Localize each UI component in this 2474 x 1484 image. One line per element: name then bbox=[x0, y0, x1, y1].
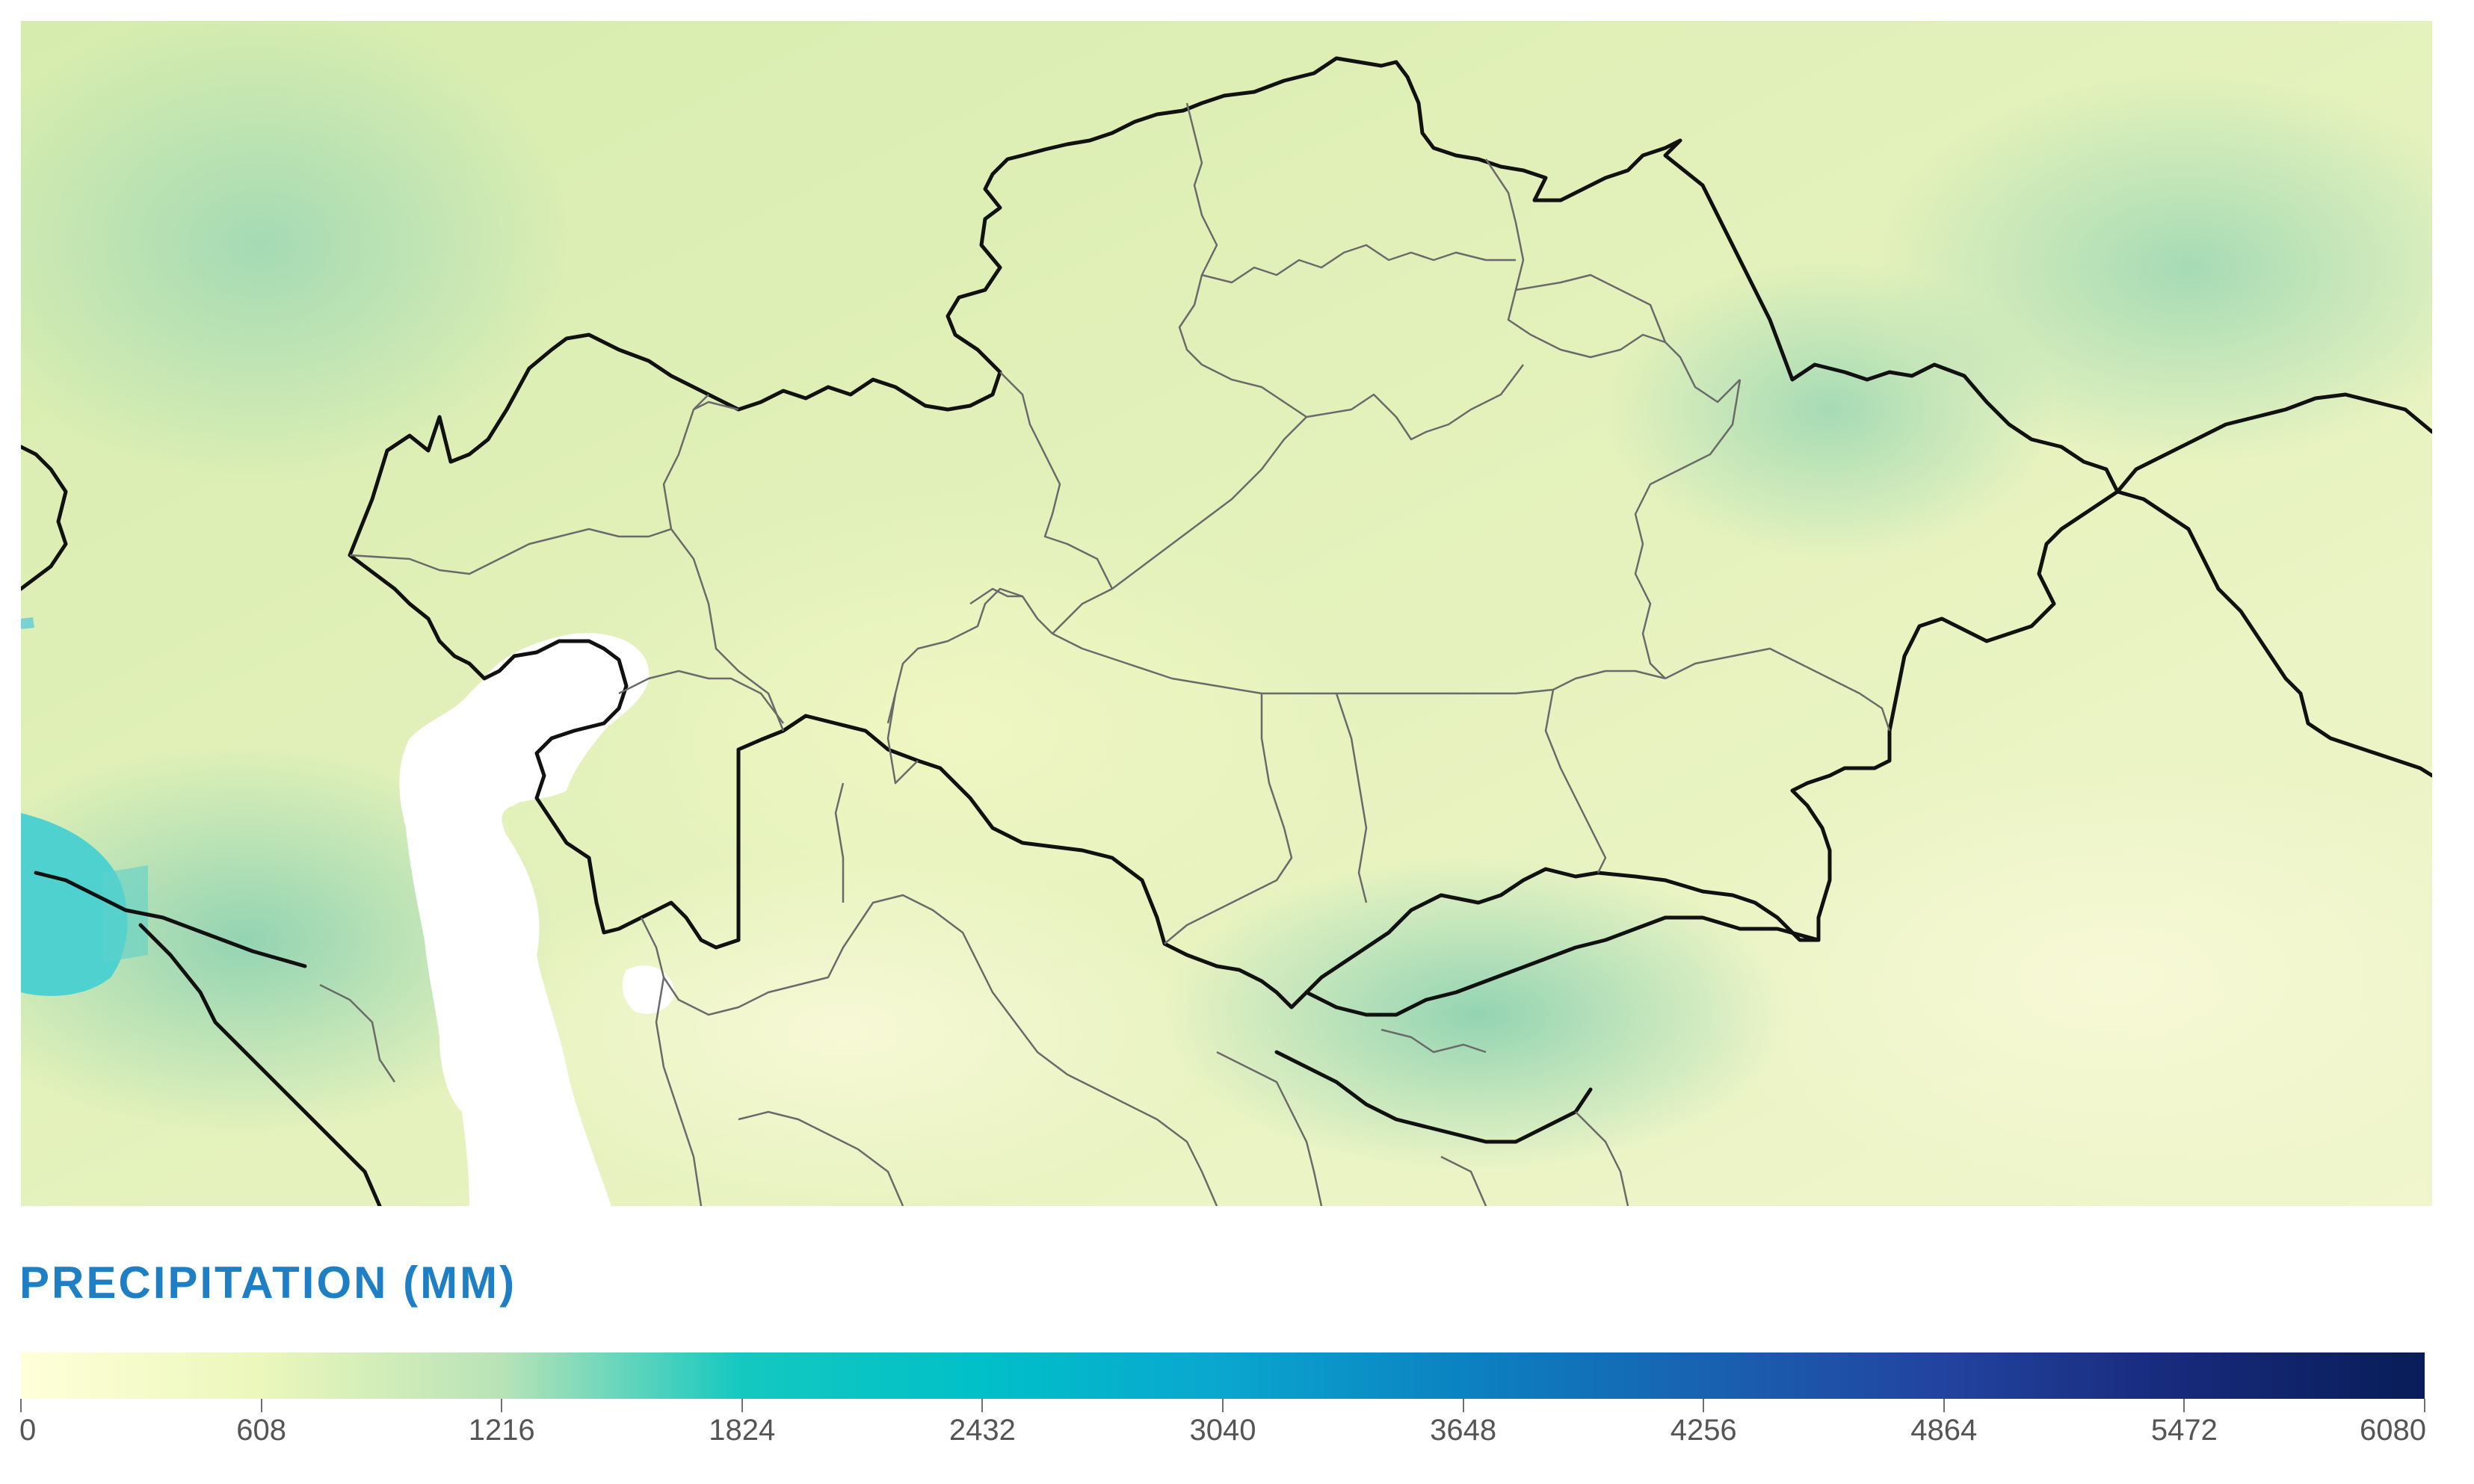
region-border-14 bbox=[1515, 273, 1667, 343]
black-sea-coast-shading bbox=[103, 865, 148, 962]
region-border-5 bbox=[693, 401, 739, 411]
region-border-27 bbox=[738, 1110, 904, 1206]
legend-tick-label: 1216 bbox=[468, 1414, 535, 1447]
caucasus-border bbox=[34, 871, 307, 968]
precipitation-color-scale bbox=[21, 1352, 2425, 1399]
legend-tick-label: 4864 bbox=[1910, 1414, 1978, 1447]
region-border-26 bbox=[655, 977, 703, 1206]
kazakhstan-border bbox=[348, 56, 2120, 1010]
legend-tick-label: 0 bbox=[19, 1414, 37, 1447]
caucasus-inner-border bbox=[138, 923, 382, 1206]
region-border-18 bbox=[1552, 670, 1666, 691]
region-border-10 bbox=[1111, 416, 1307, 590]
region-border-8 bbox=[886, 587, 1053, 724]
national-borders bbox=[21, 56, 2432, 1206]
region-border-12 bbox=[1201, 244, 1516, 284]
region-border-11 bbox=[1178, 102, 1307, 418]
legend-tick-label: 608 bbox=[236, 1414, 286, 1447]
legend-tick-mark bbox=[2183, 1399, 2185, 1412]
legend-tick-label: 6080 bbox=[2360, 1414, 2426, 1447]
china-west-border bbox=[2115, 489, 2432, 778]
legend-tick-label: 2432 bbox=[948, 1414, 1016, 1447]
region-border-30 bbox=[1216, 1051, 1323, 1206]
wet-area-east-mountains bbox=[1605, 260, 2054, 559]
russia-mongolia-border bbox=[2115, 392, 2432, 494]
legend-tick-label: 5472 bbox=[2150, 1414, 2218, 1447]
region-border-17 bbox=[1665, 647, 1891, 732]
region-border-4 bbox=[618, 670, 784, 724]
dry-area-central bbox=[537, 492, 1374, 970]
region-border-20 bbox=[1335, 693, 1368, 903]
region-borders bbox=[319, 102, 1891, 1206]
legend-tick-mark bbox=[1462, 1399, 1464, 1412]
legend-tick-mark bbox=[1222, 1399, 1224, 1412]
kara-bogaz-gol bbox=[622, 965, 675, 1014]
region-border-15 bbox=[1306, 364, 1524, 441]
small-lake-west bbox=[21, 617, 34, 629]
region-border-1 bbox=[349, 528, 672, 575]
region-border-6 bbox=[999, 371, 1114, 590]
region-border-28 bbox=[319, 983, 396, 1083]
legend-tick-mark bbox=[2424, 1399, 2425, 1412]
region-border-31 bbox=[1440, 1155, 1487, 1206]
tajik-border bbox=[1274, 1050, 1593, 1144]
region-border-21 bbox=[1164, 693, 1293, 944]
region-border-2 bbox=[662, 394, 709, 530]
kyrgyz-china-border bbox=[1304, 915, 1821, 1017]
region-border-24 bbox=[640, 894, 1218, 1206]
dry-area-turan bbox=[469, 850, 1217, 1206]
region-border-3 bbox=[670, 528, 785, 732]
region-border-32 bbox=[1575, 1111, 1629, 1206]
region-border-16 bbox=[1634, 379, 1742, 679]
legend-tick-mark bbox=[741, 1399, 743, 1412]
legend-tick-label: 4256 bbox=[1670, 1414, 1737, 1447]
region-border-9 bbox=[1052, 632, 1554, 695]
dry-area-taklamakan bbox=[1695, 753, 2432, 1202]
legend-tick-mark bbox=[1703, 1399, 1705, 1412]
region-border-23 bbox=[969, 587, 1022, 605]
region-border-19 bbox=[1544, 689, 1607, 874]
legend-tick-mark bbox=[1943, 1399, 1945, 1412]
legend-tick-mark bbox=[20, 1399, 22, 1412]
black-sea bbox=[21, 813, 128, 996]
region-border-13 bbox=[1484, 158, 1741, 404]
legend-title: PRECIPITATION (MM) bbox=[19, 1258, 517, 1308]
legend-tick-label: 1824 bbox=[709, 1414, 776, 1447]
legend-tick-label: 3040 bbox=[1189, 1414, 1256, 1447]
region-border-22 bbox=[886, 693, 919, 785]
legend-tick-label: 3648 bbox=[1430, 1414, 1497, 1447]
west-fragment-border bbox=[21, 445, 68, 591]
wet-area-northwest bbox=[21, 21, 574, 484]
region-border-25 bbox=[834, 782, 845, 903]
region-border-7 bbox=[1052, 587, 1113, 634]
precipitation-map[interactable] bbox=[21, 21, 2432, 1206]
legend-tick-axis: 0 608 1216 1824 2432 3040 3648 4256 4864 5472 6080 bbox=[19, 1399, 2426, 1484]
legend-tick-mark bbox=[260, 1399, 262, 1412]
legend-tick-mark bbox=[501, 1399, 503, 1412]
region-border-29 bbox=[1381, 1028, 1487, 1054]
legend-tick-mark bbox=[981, 1399, 984, 1412]
caspian-sea bbox=[399, 633, 650, 1206]
wet-area-tien-shan bbox=[1164, 858, 1792, 1172]
